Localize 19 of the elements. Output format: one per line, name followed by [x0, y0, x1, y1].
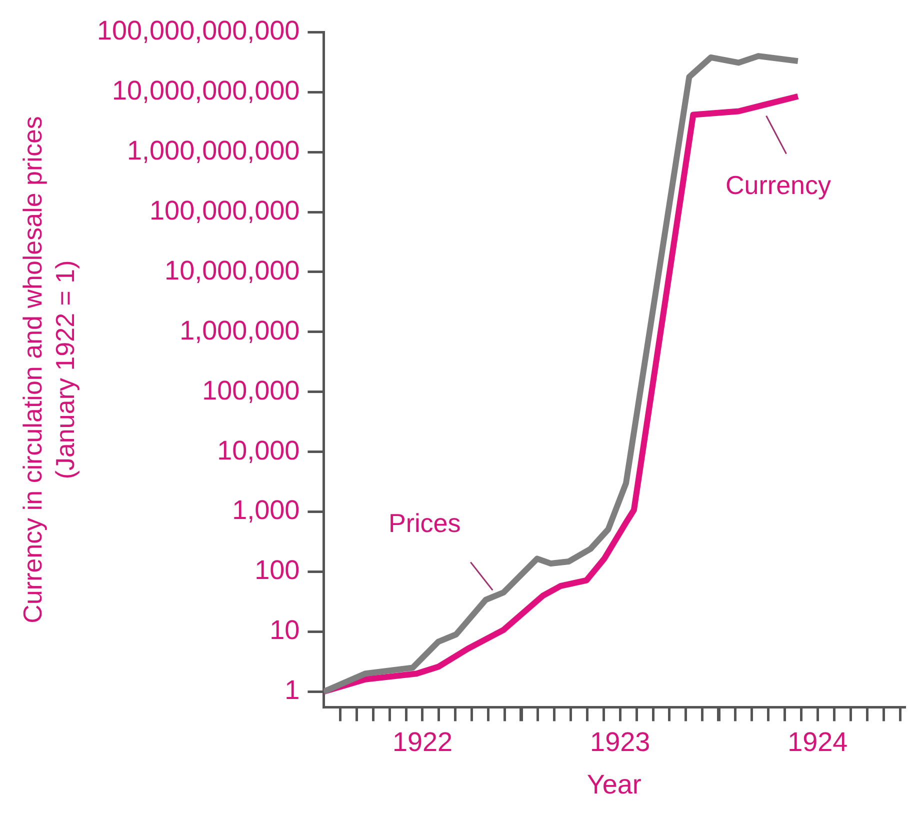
x-tick-label: 1924	[788, 726, 848, 757]
y-tick-label: 100	[254, 555, 300, 586]
series-label: Currency	[726, 170, 832, 200]
text: Prices	[388, 508, 461, 538]
y-tick-label: 1,000,000	[180, 315, 300, 346]
y-tick-label: 10,000	[217, 435, 300, 466]
y-tick-label: 10	[270, 615, 300, 646]
y-tick-label: 10,000,000,000	[112, 76, 300, 106]
y-tick-label: 100,000,000,000	[96, 16, 300, 46]
x-tick-label: 1923	[590, 726, 650, 757]
y-tick-label: 100,000	[202, 375, 300, 406]
y-tick-label: 1	[284, 675, 300, 706]
y-tick-label: 10,000,000	[164, 255, 300, 286]
y-tick-label: 1,000	[232, 495, 300, 526]
y-axis-title: Currency in circulation and wholesale prices (January 1922 = 1)	[17, 116, 80, 624]
y-tick-label: 100,000,000	[150, 196, 300, 226]
x-tick-label: 1922	[392, 726, 453, 757]
y-tick-label: 1,000,000,000	[127, 136, 300, 166]
x-axis-title: Year	[586, 769, 642, 800]
